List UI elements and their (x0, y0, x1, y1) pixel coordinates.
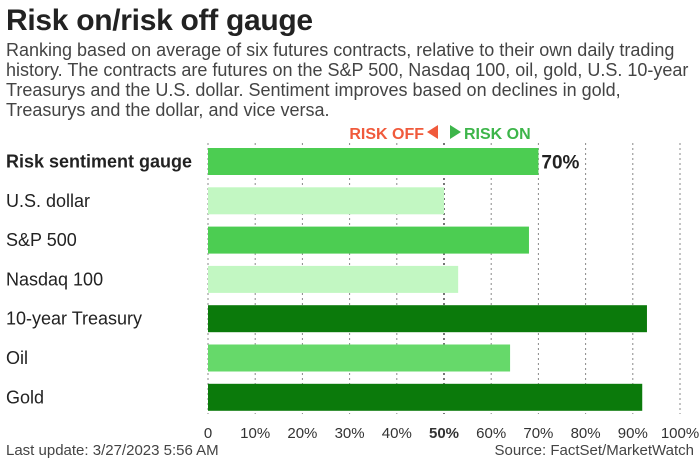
tick-label: 100% (661, 425, 699, 442)
bar (208, 305, 647, 333)
category-label: U.S. dollar (6, 191, 90, 211)
bars (208, 148, 647, 411)
chart-title: Risk on/risk off gauge (6, 4, 313, 37)
bar (208, 383, 643, 411)
category-label: Nasdaq 100 (6, 269, 103, 289)
tick-label: 10% (240, 425, 270, 442)
bar (208, 226, 529, 254)
tick-labels: 0 10% 20% 30% 40% 50% 60% 70% 80% 90% 100% (204, 425, 699, 442)
risk-on-label: RISK ON (464, 126, 531, 143)
bar (208, 187, 444, 215)
tick-label: 30% (335, 425, 365, 442)
category-label: 10-year Treasury (6, 309, 142, 329)
tick-label: 90% (618, 425, 648, 442)
bar (208, 265, 459, 293)
bar (208, 344, 511, 372)
risk-legend: RISK OFF RISK ON (349, 125, 531, 143)
category-labels: Risk sentiment gauge 70% U.S. dollar S&P 50… (6, 152, 580, 408)
tick-label: 70% (523, 425, 553, 442)
data-label: 70% (541, 153, 579, 174)
arrow-left-icon (427, 125, 438, 139)
category-label: Gold (6, 387, 44, 407)
chart-subtitle: Ranking based on average of six futures … (6, 40, 689, 120)
tick-label: 80% (571, 425, 601, 442)
tick-label: 50% (429, 425, 459, 442)
arrow-right-icon (450, 125, 461, 139)
tick-label: 40% (382, 425, 412, 442)
category-label: S&P 500 (6, 230, 77, 250)
last-update: Last update: 3/27/2023 5:56 AM (6, 442, 219, 459)
bar (208, 148, 539, 175)
risk-off-label: RISK OFF (349, 126, 424, 143)
category-label: Risk sentiment gauge (6, 152, 192, 172)
tick-label: 20% (287, 425, 317, 442)
category-label: Oil (6, 348, 28, 368)
tick-label: 0 (204, 425, 212, 442)
tick-label: 60% (476, 425, 506, 442)
source-note: Source: FactSet/MarketWatch (494, 442, 694, 459)
